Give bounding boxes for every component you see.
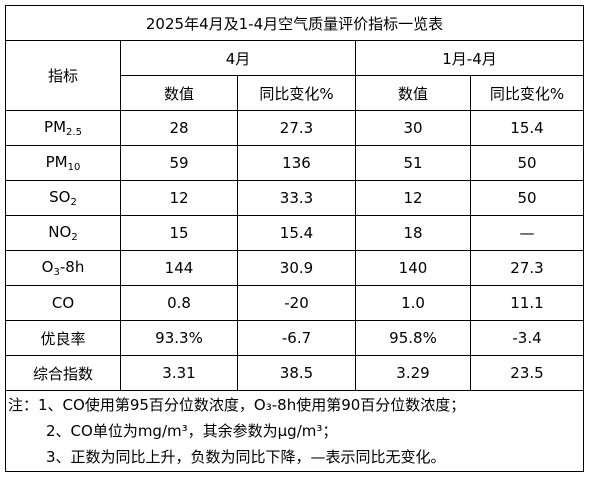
data-cell: 50 <box>469 145 585 181</box>
label-text: O <box>41 258 54 276</box>
row-label: CO <box>5 285 121 321</box>
data-cell: 28 <box>120 110 238 146</box>
note-line: 2、CO单位为mg/m³，其余参数为μg/m³； <box>46 422 338 440</box>
label-subscript: 2 <box>71 232 78 243</box>
data-cell: -6.7 <box>237 320 356 356</box>
data-cell: -3.4 <box>469 320 585 356</box>
row-label: SO2 <box>5 180 121 216</box>
header-cell: 数值 <box>120 75 238 111</box>
data-cell: 15.4 <box>469 110 585 146</box>
data-cell: 12 <box>120 180 238 216</box>
notes-row: 注：1、CO使用第95百分位数浓度，O₃-8h使用第90百分位数浓度； 2、CO单… <box>4 390 585 472</box>
data-cell: 12 <box>355 180 471 216</box>
table-title: 2025年4月及1-4月空气质量评价指标一览表 <box>4 5 585 41</box>
data-row: PM2.5 28 27.3 30 15.4 <box>5 110 585 146</box>
data-cell: 51 <box>355 145 471 181</box>
data-cell: 93.3% <box>120 320 238 356</box>
data-cell: — <box>469 215 585 251</box>
row-label: PM2.5 <box>5 110 121 146</box>
title-row: 2025年4月及1-4月空气质量评价指标一览表 <box>4 5 585 41</box>
data-row: CO 0.8 -20 1.0 11.1 <box>5 285 585 321</box>
row-label: 优良率 <box>5 320 121 356</box>
data-row: 综合指数 3.31 38.5 3.29 23.5 <box>5 355 585 391</box>
air-quality-table: 2025年4月及1-4月空气质量评价指标一览表 指标 4月 1月-4月 数值 同… <box>4 5 585 472</box>
label-subscript: 2.5 <box>66 127 82 138</box>
data-cell: 15 <box>120 215 238 251</box>
notes-cell: 注：1、CO使用第95百分位数浓度，O₃-8h使用第90百分位数浓度； 2、CO单… <box>4 390 585 472</box>
label-text: -8h <box>59 258 85 276</box>
row-label: NO2 <box>5 215 121 251</box>
data-cell: 95.8% <box>355 320 471 356</box>
header-cell: 同比变化% <box>469 75 585 111</box>
data-cell: 3.29 <box>355 355 471 391</box>
data-cell: 33.3 <box>237 180 356 216</box>
data-cell: 144 <box>120 250 238 286</box>
data-cell: 30.9 <box>237 250 356 286</box>
label-text: 优良率 <box>40 329 86 348</box>
row-label: 综合指数 <box>5 355 121 391</box>
data-cell: 18 <box>355 215 471 251</box>
note-line: 注：1、CO使用第95百分位数浓度，O₃-8h使用第90百分位数浓度； <box>8 396 466 414</box>
data-row: SO2 12 33.3 12 50 <box>5 180 585 216</box>
data-cell: -20 <box>237 285 356 321</box>
label-text: PM <box>45 153 68 171</box>
label-text: PM <box>44 118 67 136</box>
data-cell: 140 <box>355 250 471 286</box>
data-cell: 50 <box>469 180 585 216</box>
label-subscript: 3 <box>53 267 60 278</box>
data-row: PM10 59 136 51 50 <box>5 145 585 181</box>
header-row: 指标 4月 1月-4月 <box>5 40 585 111</box>
data-cell: 38.5 <box>237 355 356 391</box>
data-cell: 0.8 <box>120 285 238 321</box>
row-label: PM10 <box>5 145 121 181</box>
subheader-row: 数值 同比变化% 数值 同比变化% <box>6 75 585 111</box>
data-cell: 11.1 <box>469 285 585 321</box>
label-text: 综合指数 <box>32 364 93 383</box>
header-cell: 同比变化% <box>237 75 356 111</box>
data-cell: 27.3 <box>237 110 356 146</box>
data-cell: 1.0 <box>355 285 471 321</box>
label-text: SO <box>49 188 71 206</box>
data-cell: 30 <box>355 110 471 146</box>
data-cell: 15.4 <box>237 215 356 251</box>
data-cell: 59 <box>120 145 238 181</box>
table-body: 2025年4月及1-4月空气质量评价指标一览表 指标 4月 1月-4月 数值 同… <box>4 5 585 472</box>
data-cell: 136 <box>237 145 356 181</box>
label-subscript: 2 <box>70 197 77 208</box>
header-cell: 4月 <box>120 40 356 76</box>
row-label: O3-8h <box>5 250 121 286</box>
note-line: 3、正数为同比上升，负数为同比下降，—表示同比无变化。 <box>46 448 446 466</box>
data-row: O3-8h 144 30.9 140 27.3 <box>5 250 585 286</box>
data-cell: 23.5 <box>469 355 585 391</box>
header-cell: 数值 <box>355 75 471 111</box>
data-row: 优良率 93.3% -6.7 95.8% -3.4 <box>5 320 585 356</box>
label-text: NO <box>48 223 72 241</box>
data-row: NO2 15 15.4 18— <box>5 215 585 251</box>
header-cell: 1月-4月 <box>354 40 585 76</box>
header-cell: 指标 <box>5 40 121 111</box>
label-text: CO <box>51 294 75 312</box>
data-cell: 3.31 <box>120 355 238 391</box>
label-subscript: 10 <box>67 162 81 173</box>
data-cell: 27.3 <box>469 250 585 286</box>
